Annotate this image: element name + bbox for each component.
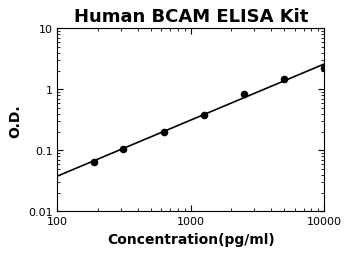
Point <box>321 67 327 71</box>
Point <box>201 114 206 118</box>
Y-axis label: O.D.: O.D. <box>8 104 22 137</box>
Point <box>241 92 247 96</box>
Point <box>121 147 126 151</box>
Point <box>161 130 166 134</box>
X-axis label: Concentration(pg/ml): Concentration(pg/ml) <box>107 232 275 246</box>
Point <box>91 160 97 164</box>
Title: Human BCAM ELISA Kit: Human BCAM ELISA Kit <box>74 8 308 26</box>
Point <box>281 77 287 81</box>
